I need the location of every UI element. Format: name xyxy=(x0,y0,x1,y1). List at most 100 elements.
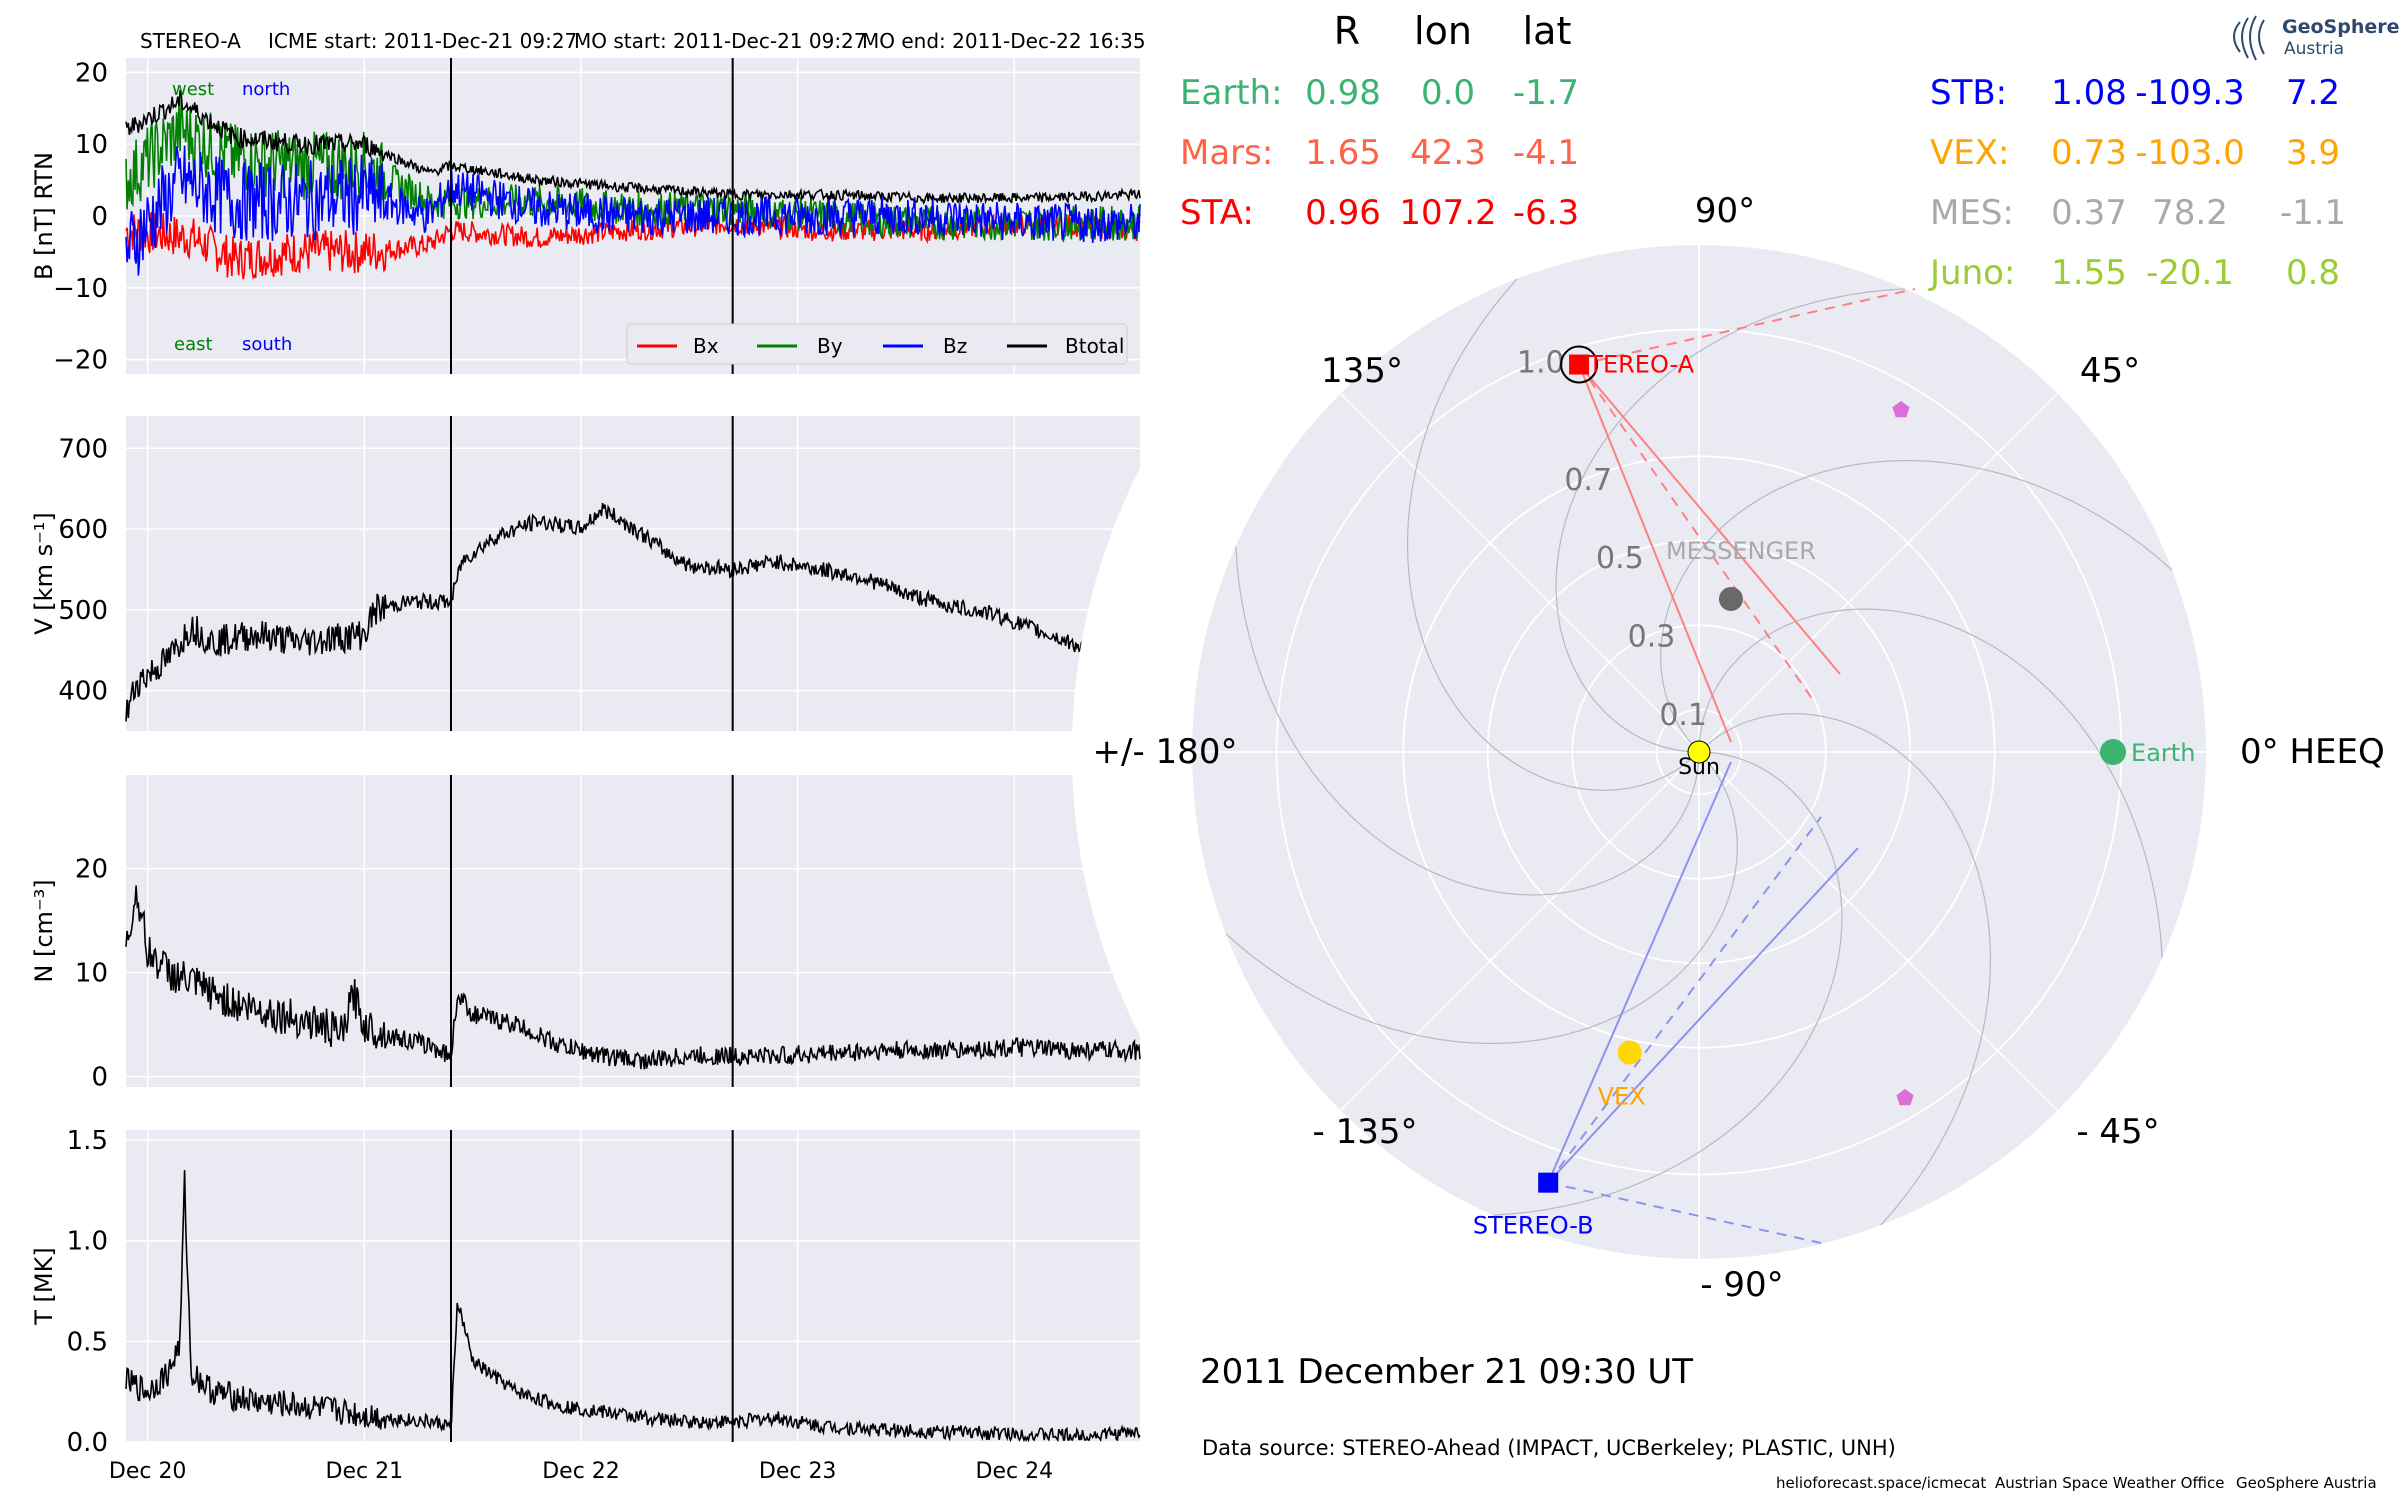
right-table-lat: 7.2 xyxy=(2286,73,2340,113)
angle-grid xyxy=(1339,751,1700,1112)
header-mo-start: MO start: 2011-Dec-21 09:27 xyxy=(574,29,867,53)
left-table-name: Earth: xyxy=(1180,73,1283,113)
radial-label: 0.3 xyxy=(1628,619,1676,654)
legend-bz-label: Bz xyxy=(943,334,967,358)
right-table-name: STB: xyxy=(1930,73,2007,113)
annotation-west: west xyxy=(172,79,214,100)
spiral-line xyxy=(1406,278,1700,791)
angle-grid xyxy=(1339,392,1700,753)
x-tick-label: Dec 22 xyxy=(542,1459,620,1484)
sun-label: Sun xyxy=(1678,755,1720,780)
annotation-south: south xyxy=(242,334,292,355)
header-spacecraft: STEREO-A xyxy=(140,29,241,53)
spiral-line xyxy=(1555,288,1906,753)
spiral-line xyxy=(1492,751,1843,1216)
y-tick-label: 500 xyxy=(58,596,108,626)
series-t xyxy=(125,1170,1141,1443)
left-table-lon: 107.2 xyxy=(1399,193,1496,233)
left-table-r: 0.98 xyxy=(1305,73,1381,113)
spiral-line xyxy=(1235,545,1700,896)
header-icme-start: ICME start: 2011-Dec-21 09:27 xyxy=(268,29,577,53)
y-tick-label: 0 xyxy=(91,1063,108,1093)
y-tick-label: 10 xyxy=(75,130,108,160)
stb-marker xyxy=(1538,1172,1559,1193)
legend-bx-label: Bx xyxy=(693,334,719,358)
right-table-lat: 0.8 xyxy=(2286,253,2340,293)
right-table-lon: -20.1 xyxy=(2146,253,2234,293)
earth-marker xyxy=(2100,739,2127,765)
juno-marker xyxy=(1896,1089,1914,1106)
logo-line1: GeoSphere xyxy=(2282,16,2400,38)
left-table-name: STA: xyxy=(1180,193,1254,233)
panel-magnetic_field: 20 10 0 −10 −20 B [nT] RTN xyxy=(30,58,1141,376)
panel-speed: 700 600 500 400 V [km s⁻¹] xyxy=(30,416,1141,731)
y-tick-label: 20 xyxy=(75,58,108,88)
messenger-label: MESSENGER xyxy=(1666,537,1816,565)
y-axis-label: N [cm⁻³] xyxy=(30,879,58,982)
left-table-name: Mars: xyxy=(1180,133,1273,173)
stb-fov-line xyxy=(1547,761,1732,1184)
y-tick-label: 400 xyxy=(58,677,108,707)
series-bz xyxy=(125,145,1141,276)
y-tick-label: 10 xyxy=(75,959,108,989)
panel-background xyxy=(126,416,1140,731)
panel-background xyxy=(126,1130,1140,1442)
right-table-row: VEX: 0.73 -103.0 3.9 xyxy=(1930,133,2340,173)
outer-mask xyxy=(1072,125,2326,1379)
radial-label: 0.1 xyxy=(1659,698,1707,733)
radial-label: 0.7 xyxy=(1564,463,1612,498)
x-tick-label: Dec 23 xyxy=(759,1459,837,1484)
angle-grid xyxy=(1698,392,2059,753)
right-table-lon: -103.0 xyxy=(2135,133,2245,173)
y-tick-label: 700 xyxy=(58,434,108,464)
series-btotal xyxy=(125,89,1141,205)
earth-label: Earth xyxy=(2131,739,2195,767)
footer-office: Austrian Space Weather Office xyxy=(1995,1474,2224,1492)
y-axis-label: V [km s⁻¹] xyxy=(30,512,58,634)
radial-label: 1.0 xyxy=(1517,345,1565,380)
positions-table: R lon lat Earth: 0.98 0.0 -1.7 Mars: 1.65 42.3… xyxy=(1180,9,2346,293)
sta-fov-line xyxy=(1578,288,1916,366)
left-table-row: Mars: 1.65 42.3 -4.1 xyxy=(1180,133,1579,173)
x-tick-label: Dec 21 xyxy=(326,1459,404,1484)
sta-fov-line xyxy=(1578,363,1814,701)
spiral-line xyxy=(1698,608,2163,959)
left-table-lon: 0.0 xyxy=(1421,73,1475,113)
x-tick-label: Dec 20 xyxy=(109,1459,187,1484)
geosphere-logo: GeoSphere Austria xyxy=(2233,15,2400,61)
logo-line2: Austria xyxy=(2284,39,2344,59)
left-table-lon: 42.3 xyxy=(1410,133,1486,173)
angle-label: 0° HEEQ xyxy=(2240,732,2385,772)
time-series-panels: 20 10 0 −10 −20 B [nT] RTN 700 600 500 400 V [km s… xyxy=(30,58,1141,1484)
table-col-lon: lon xyxy=(1414,9,1472,53)
radial-label: 0.5 xyxy=(1596,541,1644,576)
angle-label: 45° xyxy=(2080,351,2140,391)
left-table-r: 1.65 xyxy=(1305,133,1381,173)
left-table-lat: -6.3 xyxy=(1513,193,1579,233)
logo-mark-icon xyxy=(2233,15,2265,61)
y-tick-label: 1.5 xyxy=(67,1126,108,1156)
panel-density: 20 10 0 N [cm⁻³] xyxy=(30,775,1141,1093)
spiral-line xyxy=(1660,459,2173,753)
date-label: 2011 December 21 09:30 UT xyxy=(1200,1352,1693,1392)
right-table-lat: 3.9 xyxy=(2286,133,2340,173)
right-table-lon: -109.3 xyxy=(2135,73,2245,113)
b-legend: Bx By Bz Btotal xyxy=(626,323,1128,365)
annotation-east: east xyxy=(174,334,213,355)
sta-fov-line xyxy=(1578,363,1841,675)
left-table-lat: -1.7 xyxy=(1513,73,1579,113)
right-table-r: 1.55 xyxy=(2051,253,2127,293)
angle-label: - 135° xyxy=(1313,1112,1418,1152)
left-table-row: Earth: 0.98 0.0 -1.7 xyxy=(1180,73,1579,113)
left-table-r: 0.96 xyxy=(1305,193,1381,233)
y-tick-label: 1.0 xyxy=(67,1227,108,1257)
left-table-row: STA: 0.96 107.2 -6.3 xyxy=(1180,193,1579,233)
angle-label: - 45° xyxy=(2076,1112,2159,1152)
panel-temperature: 1.5 1.0 0.5 0.0 T [MK] xyxy=(30,1126,1141,1458)
angle-label: 135° xyxy=(1321,351,1403,391)
right-table-row: MES: 0.37 78.2 -1.1 xyxy=(1930,193,2346,233)
table-col-lat: lat xyxy=(1523,9,1572,53)
y-tick-label: 20 xyxy=(75,855,108,885)
data-source: Data source: STEREO-Ahead (IMPACT, UCBer… xyxy=(1202,1436,1896,1460)
messenger-marker xyxy=(1718,586,1743,611)
